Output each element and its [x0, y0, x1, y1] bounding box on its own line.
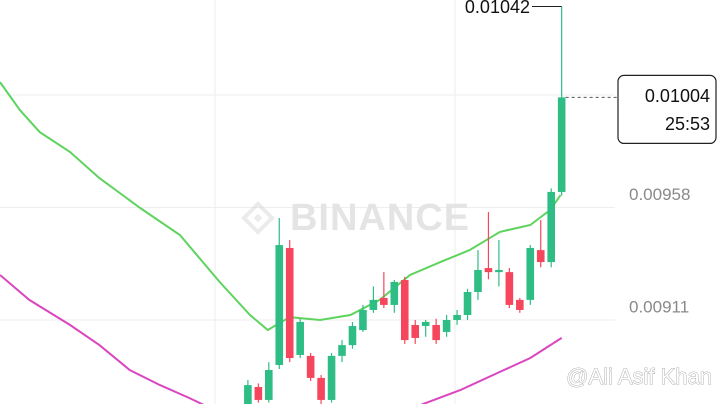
candle-body [380, 297, 388, 305]
candle-body [317, 377, 325, 400]
candle-body [516, 299, 524, 310]
y-tick-label: 0.00958 [629, 185, 690, 204]
candle-body [369, 299, 378, 310]
candle-body [275, 245, 284, 365]
price-label-box [617, 74, 717, 145]
high-label: 0.01042 [465, 0, 530, 17]
candle-body [505, 272, 514, 305]
candle-body [390, 281, 399, 305]
y-tick-label: 0.00911 [629, 297, 689, 316]
candle-body [285, 247, 294, 359]
candle-body [526, 247, 535, 300]
candle-body [536, 250, 545, 263]
credit: @Ali Asif Khan [566, 364, 712, 389]
plot-area [0, 6, 566, 404]
candle-body [421, 321, 430, 326]
candle-body [400, 280, 409, 341]
countdown: 25:53 [665, 114, 710, 134]
candle-body [306, 355, 315, 378]
candle-body [254, 387, 263, 400]
candle-body [359, 309, 367, 331]
grid [0, 94, 615, 321]
candle-body [265, 370, 273, 400]
candle-body [338, 345, 346, 356]
candle-body [484, 268, 493, 273]
candle-body [327, 355, 336, 400]
overlay: 0.01004 25:53 0.01042 [465, 0, 717, 145]
candle-body [463, 291, 472, 315]
price-label: 0.01004 [645, 86, 710, 106]
candle-body [442, 319, 451, 332]
candle-body [244, 385, 252, 404]
candle-body [495, 269, 503, 273]
candle-body [547, 191, 555, 263]
candle-body [557, 97, 566, 192]
candle-body [411, 325, 420, 338]
candle-body [453, 314, 461, 320]
candle-body [432, 325, 440, 341]
candle-body [348, 325, 357, 346]
candle-body [296, 321, 304, 355]
moving-average-line [0, 274, 563, 404]
candle-body [474, 269, 482, 292]
watermark: BINANCE [290, 197, 470, 239]
